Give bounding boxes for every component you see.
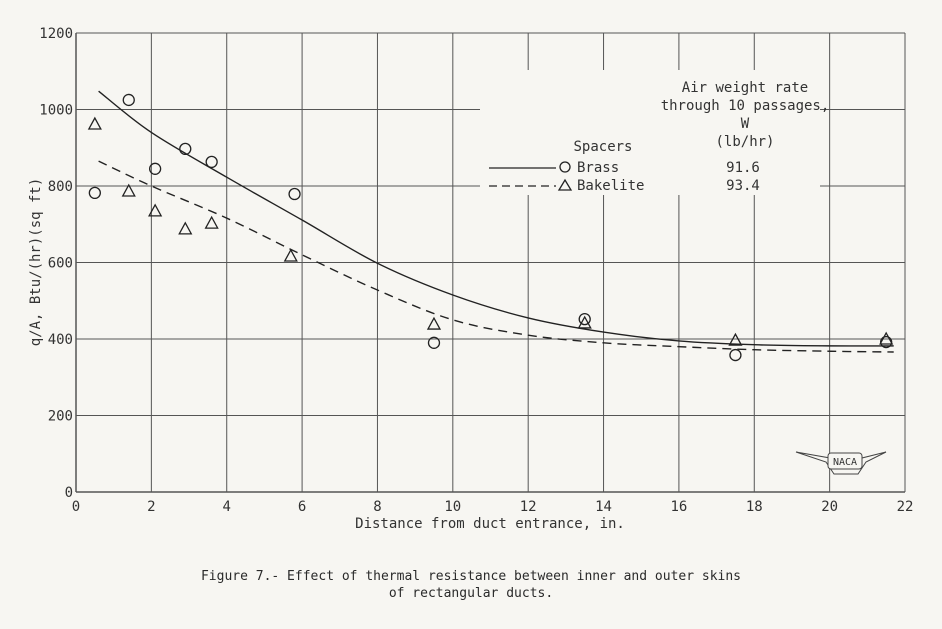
- point-brass: [122, 93, 135, 107]
- point-bakelite: [148, 203, 163, 217]
- point-brass: [88, 186, 101, 200]
- legend-rate-header-4: (lb/hr): [715, 134, 774, 150]
- caption-line-2: of rectangular ducts.: [388, 586, 554, 601]
- point-brass: [288, 187, 301, 201]
- x-tick-label: 12: [520, 499, 537, 515]
- point-bakelite: [879, 331, 894, 345]
- legend-rate-brass: 91.6: [726, 160, 760, 176]
- point-bakelite: [121, 183, 136, 197]
- x-tick-label: 8: [373, 499, 381, 515]
- x-tick-label: 18: [746, 499, 763, 515]
- point-bakelite: [87, 116, 102, 130]
- y-tick-label: 0: [65, 485, 73, 501]
- point-brass: [578, 312, 591, 326]
- point-brass: [179, 142, 192, 156]
- curves: [98, 90, 894, 353]
- legend: Air weight rate through 10 passages, W (…: [480, 70, 829, 195]
- point-brass: [148, 162, 162, 175]
- x-tick-label: 6: [298, 499, 306, 515]
- point-bakelite: [426, 316, 442, 330]
- legend-spacers-header: Spacers: [573, 139, 632, 155]
- point-brass: [205, 155, 218, 169]
- x-tick-label: 2: [147, 499, 155, 515]
- y-tick-label: 1000: [39, 103, 73, 119]
- legend-background: [480, 70, 820, 195]
- legend-label-bakelite: Bakelite: [577, 178, 644, 194]
- x-tick-label: 0: [72, 499, 80, 515]
- curve-brass: [98, 90, 894, 347]
- y-tick-label: 200: [48, 409, 73, 425]
- legend-rate-header-3: W: [741, 116, 750, 132]
- y-tick-label: 800: [48, 179, 73, 195]
- figure-caption: Figure 7.- Effect of thermal resistance …: [0, 568, 942, 602]
- legend-marker-bakelite: [557, 178, 573, 191]
- x-tick-label: 10: [444, 499, 461, 515]
- x-axis-label: Distance from duct entrance, in.: [355, 516, 625, 532]
- point-bakelite: [577, 315, 592, 329]
- x-tick-label: 16: [670, 499, 687, 515]
- caption-line-1: Figure 7.- Effect of thermal resistance …: [200, 569, 742, 584]
- point-bakelite: [283, 248, 298, 262]
- y-tick-label: 1200: [39, 26, 73, 42]
- y-tick-label: 400: [48, 332, 73, 348]
- point-bakelite: [178, 221, 193, 235]
- legend-rate-header-1: Air weight rate: [682, 80, 808, 96]
- x-tick-label: 14: [595, 499, 612, 515]
- x-tick-label: 20: [821, 499, 838, 515]
- point-bakelite: [728, 332, 743, 346]
- svg-text:NACA: NACA: [833, 457, 857, 468]
- x-tick-label: 4: [223, 499, 231, 515]
- x-tick-label: 22: [897, 499, 914, 515]
- legend-label-brass: Brass: [577, 160, 619, 176]
- point-brass: [427, 336, 441, 349]
- legend-marker-brass: [559, 161, 571, 173]
- legend-rate-bakelite: 93.4: [726, 178, 760, 194]
- data-points: [87, 93, 894, 362]
- y-tick-label: 600: [48, 256, 73, 272]
- curve-bakelite: [98, 160, 894, 353]
- point-brass: [729, 348, 742, 362]
- tick-labels: 0 2 4 6 8 10 12 14 16 18 20 22 0 200 400 600 800 1000 1200: [39, 26, 913, 515]
- legend-rate-header-2: through 10 passages,: [661, 98, 830, 114]
- naca-logo: NACA: [795, 451, 887, 475]
- point-bakelite: [204, 215, 219, 229]
- y-axis-label: q/A, Btu/(hr)(sq ft): [28, 178, 44, 347]
